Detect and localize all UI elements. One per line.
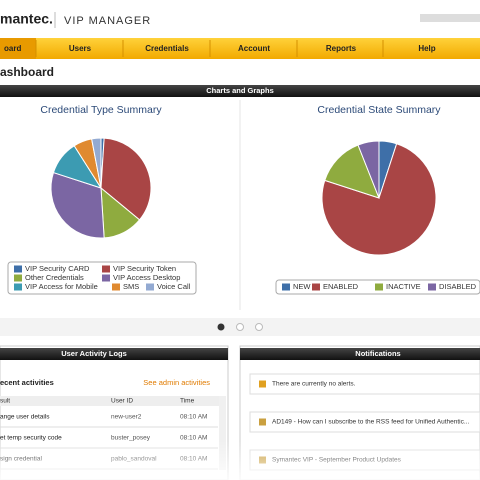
cell: new-user2 — [111, 414, 142, 421]
nav-item[interactable]: Help — [418, 44, 435, 53]
legend-label: SMS — [123, 282, 139, 291]
legend-label: VIP Security CARD — [25, 264, 90, 273]
scrollbar[interactable] — [219, 396, 226, 470]
charts: Credential Type Summary VIP Security CARD… — [7, 104, 480, 295]
notification-icon — [259, 380, 266, 388]
link[interactable]: See admin activities — [143, 378, 210, 387]
notification[interactable] — [249, 411, 480, 433]
pie-slice — [91, 137, 102, 189]
legend-label: NEW — [293, 282, 311, 291]
pager-dot[interactable] — [255, 323, 263, 331]
pager-dot[interactable] — [217, 323, 225, 331]
pager-dot[interactable] — [236, 323, 244, 331]
legend-swatch — [14, 283, 22, 291]
panel-header — [240, 348, 480, 360]
notification-text[interactable]: AD149 - How can I subscribe to the RSS f… — [272, 419, 469, 426]
pie-slice — [100, 137, 152, 221]
legend-label: DISABLED — [439, 282, 477, 291]
cell: buster_posey — [111, 435, 151, 442]
notification[interactable] — [249, 373, 480, 395]
panel-title: User Activity Logs — [61, 349, 127, 358]
legend-label: VIP Access Desktop — [113, 273, 180, 282]
cell: et temp security code — [0, 435, 62, 442]
legend-swatch — [112, 283, 120, 291]
brand: mantec. — [0, 11, 53, 27]
nav: oard Users Credentials Account Reports Help — [4, 40, 436, 57]
cell: 08:10 AM — [180, 435, 207, 442]
legend-swatch — [102, 274, 110, 282]
page-title: ashboard — [0, 65, 54, 79]
cell: ange user details — [0, 414, 50, 421]
legend-swatch — [282, 283, 290, 291]
legend-swatch — [14, 274, 22, 282]
pie-slice — [50, 171, 105, 239]
nav-item[interactable]: Users — [69, 44, 92, 53]
pie-slice — [321, 143, 437, 256]
legend-label: Voice Call — [157, 282, 191, 291]
panel-header — [0, 85, 480, 97]
chart-title: Credential State Summary — [317, 104, 441, 116]
table-header — [0, 396, 220, 406]
legend-swatch — [146, 283, 154, 291]
pie-slice — [357, 140, 380, 199]
legend-label: INACTIVE — [386, 282, 421, 291]
legend-swatch — [14, 265, 22, 273]
product: VIP MANAGER — [64, 15, 151, 27]
column-header: sult — [0, 398, 10, 405]
fade — [0, 440, 480, 480]
nav-bar — [0, 38, 480, 59]
panel-title: Charts and Graphs — [206, 86, 274, 95]
cell: 08:10 AM — [180, 414, 207, 421]
user-info — [420, 14, 480, 22]
legend-label: VIP Access for Mobile — [25, 282, 98, 291]
legend-swatch — [428, 283, 436, 291]
nav-item[interactable]: oard — [4, 44, 21, 53]
legend-swatch — [102, 265, 110, 273]
subtitle: ecent activities — [0, 378, 54, 387]
panel-title: Notifications — [355, 349, 400, 358]
chart-title: Credential Type Summary — [40, 104, 162, 116]
notification-icon — [259, 418, 266, 426]
nav-item[interactable]: Account — [238, 44, 270, 53]
legend-swatch — [312, 283, 320, 291]
legend-swatch — [375, 283, 383, 291]
legend-label: ENABLED — [323, 282, 359, 291]
notification-text[interactable]: There are currently no alerts. — [272, 381, 356, 388]
column-header: User ID — [111, 398, 133, 405]
column-header: Time — [180, 398, 195, 405]
nav-active — [0, 38, 36, 59]
nav-item[interactable]: Reports — [326, 44, 357, 53]
legend-label: Other Credentials — [25, 273, 84, 282]
nav-item[interactable]: Credentials — [145, 44, 189, 53]
legend-label: VIP Security Token — [113, 264, 176, 273]
panel-header — [0, 348, 228, 360]
